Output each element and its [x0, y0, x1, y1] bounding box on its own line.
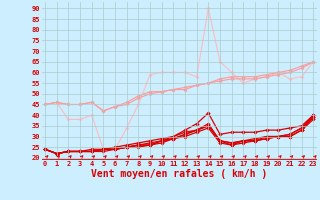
X-axis label: Vent moyen/en rafales ( km/h ): Vent moyen/en rafales ( km/h ) — [91, 169, 267, 179]
